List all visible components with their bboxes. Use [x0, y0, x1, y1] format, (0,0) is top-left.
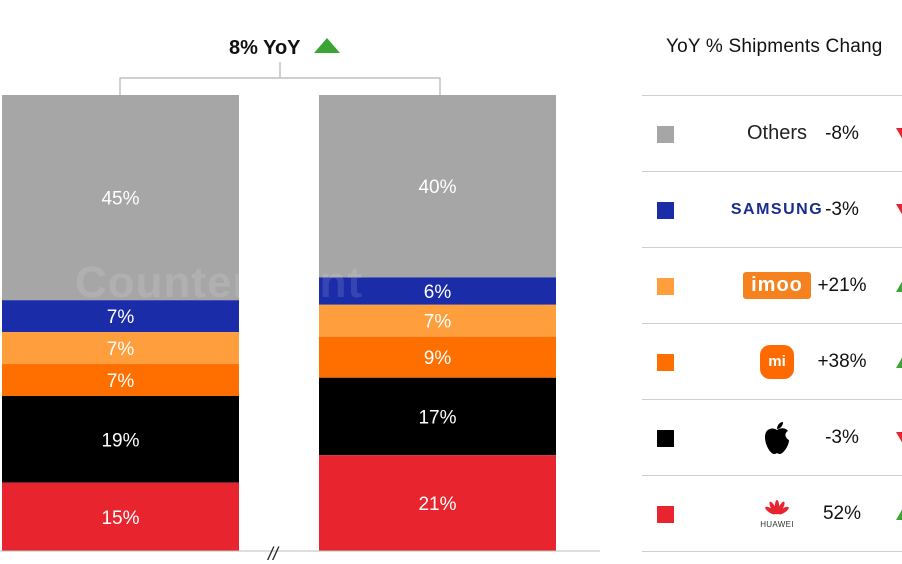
bar-1-label-huawei: 15% — [101, 508, 139, 529]
legend-row-others: Others -8% — [642, 95, 902, 171]
bar-1-label-others: 45% — [101, 189, 139, 210]
legend-row-huawei: HUAWEI 52% — [642, 475, 902, 552]
apple-logo-icon — [765, 421, 789, 454]
xiaomi-logo: mi — [712, 324, 842, 399]
xiaomi-logo-mark: mi — [760, 344, 794, 379]
bar-1-segment-samsung — [2, 300, 239, 333]
bar-2-segment-xiaomi — [319, 336, 556, 378]
bar-2-segment-samsung — [319, 277, 556, 305]
swatch-apple — [657, 430, 674, 447]
change-samsung: -3% — [825, 198, 859, 220]
huawei-logo-text: HUAWEI — [760, 519, 794, 529]
imoo-logo-text: imoo — [743, 272, 811, 299]
huawei-logo-group: HUAWEI — [760, 499, 794, 529]
bars-group: 45% 7% 7% 7% 19% 15% 40% 6% 7% 9% 17% 21% — [2, 95, 556, 551]
down-arrow-icon — [896, 202, 902, 216]
swatch-huawei — [657, 506, 674, 523]
samsung-logo: SAMSUNG — [712, 172, 842, 247]
legend-row-imoo: imoo +21% — [642, 247, 902, 323]
bar-1-label-xiaomi: 7% — [107, 371, 135, 392]
up-arrow-icon — [896, 354, 902, 368]
huawei-logo: HUAWEI — [712, 476, 842, 551]
legend-row-samsung: SAMSUNG -3% — [642, 171, 902, 247]
bar-2-segment-huawei — [319, 455, 556, 551]
up-arrow-icon — [896, 506, 902, 520]
down-arrow-icon — [896, 126, 902, 140]
bar-1-segment-huawei — [2, 482, 239, 551]
bar-1-label-imoo: 7% — [107, 339, 135, 360]
bar-2-segment-apple — [319, 377, 556, 456]
samsung-logo-text: SAMSUNG — [730, 200, 824, 218]
yoy-annotation: 8% YoY — [229, 37, 301, 59]
bar-2-label-xiaomi: 9% — [424, 348, 452, 369]
stacked-bar-chart: 45% 7% 7% 7% 19% 15% 40% 6% 7% 9% 17% 21% 8% YoY // — [0, 37, 600, 564]
bar-1-label-apple: 19% — [101, 430, 139, 451]
bar-2-segment-imoo — [319, 304, 556, 337]
change-huawei: 52% — [822, 502, 862, 524]
down-arrow-icon — [896, 430, 902, 444]
brand-others: Others — [712, 96, 842, 171]
bar-2-label-others: 40% — [418, 177, 456, 198]
legend-table: Others -8% SAMSUNG -3% imoo +21% mi +38%… — [642, 95, 902, 552]
bar-1-segment-xiaomi — [2, 364, 239, 396]
huawei-flower-icon — [765, 499, 789, 514]
change-imoo: +21% — [817, 274, 867, 296]
bar-1-segment-apple — [2, 395, 239, 483]
legend-row-xiaomi: mi +38% — [642, 323, 902, 399]
swatch-imoo — [657, 278, 674, 295]
change-apple: -3% — [825, 426, 859, 448]
change-xiaomi: +38% — [817, 350, 867, 372]
up-arrow-icon — [896, 278, 902, 292]
bar-1-label-samsung: 7% — [107, 307, 135, 328]
bar-1-segment-imoo — [2, 332, 239, 365]
axis-break-mark: // — [266, 544, 280, 564]
brand-others-label: Others — [746, 122, 808, 144]
swatch-xiaomi — [657, 354, 674, 371]
bar-2-segment-others — [319, 95, 556, 278]
apple-logo — [712, 400, 842, 475]
bar-1-segment-others — [2, 95, 239, 301]
bar-2-label-imoo: 7% — [424, 312, 452, 333]
watermark: Counterpoint — [75, 258, 364, 307]
swatch-samsung — [657, 202, 674, 219]
imoo-logo: imoo — [712, 248, 842, 323]
bar-2-label-huawei: 21% — [418, 494, 456, 515]
bar-2-label-samsung: 6% — [424, 282, 452, 303]
up-arrow-icon — [314, 38, 340, 53]
legend-header: YoY % Shipments Chang — [666, 36, 883, 57]
swatch-others — [657, 126, 674, 143]
bar-2-label-apple: 17% — [418, 407, 456, 428]
legend-row-apple: -3% — [642, 399, 902, 475]
yoy-bracket — [119, 77, 441, 95]
change-others: -8% — [825, 122, 859, 144]
